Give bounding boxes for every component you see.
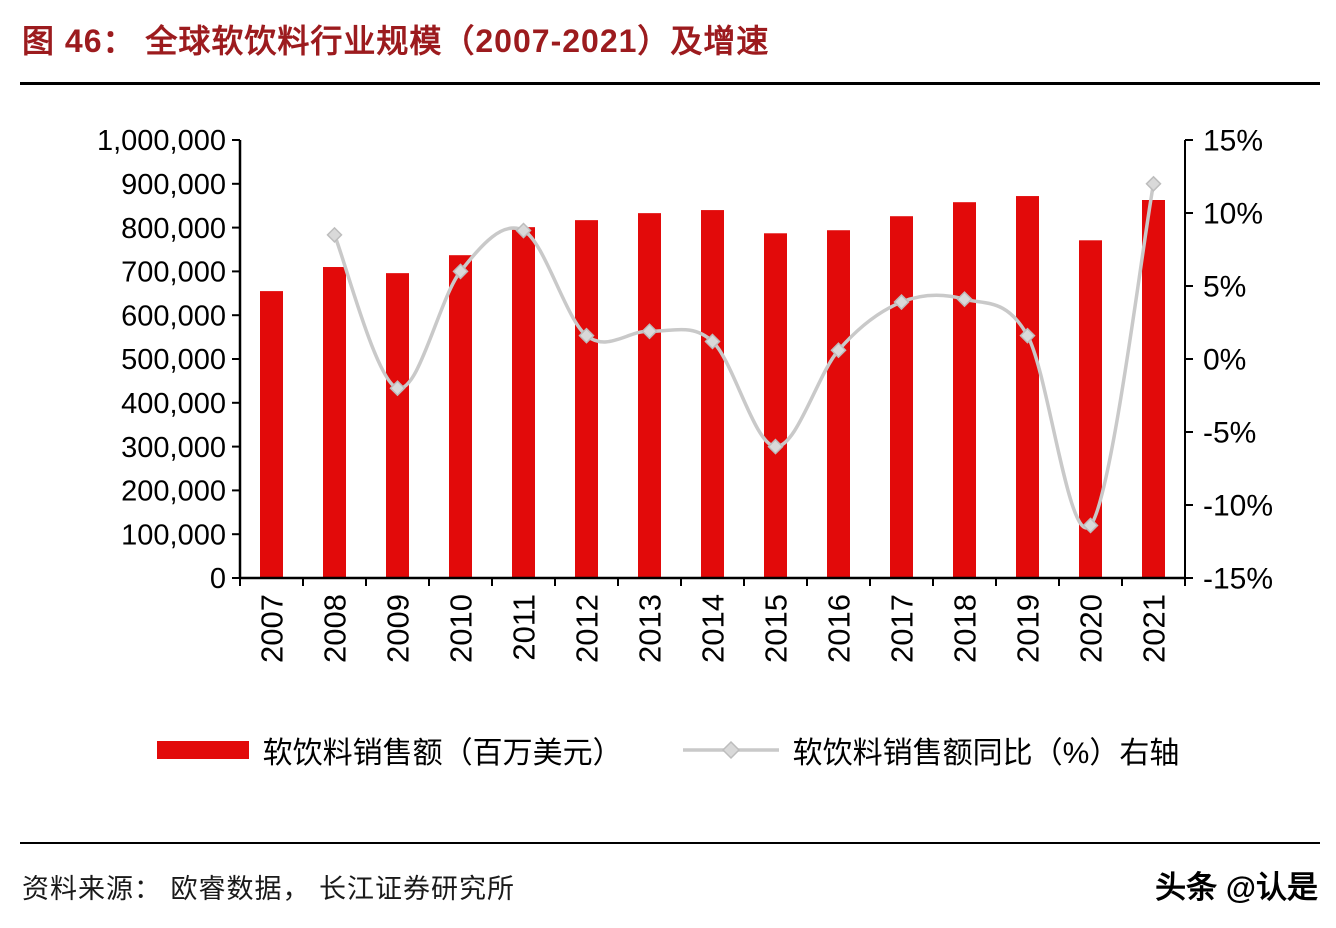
line-marker-2018 [956,291,973,308]
bar-2021 [1142,200,1165,579]
footer: 资料来源： 欧睿数据， 长江证券研究所 头条 @认是 [22,862,1318,907]
x-axis-label: 2007 [254,594,289,663]
legend-label-bar: 软饮料销售额（百万美元） [262,737,623,770]
legend-label-line: 软饮料销售额同比（%）右轴 [792,737,1180,770]
right-axis-label: 15% [1203,125,1263,158]
bar-2013 [638,213,661,578]
left-axis-label: 500,000 [121,344,226,376]
left-axis-label: 900,000 [121,169,226,201]
bar-2008 [323,267,346,578]
left-axis-label: 0 [210,563,226,595]
bar-2017 [890,216,913,578]
x-axis-label: 2013 [632,594,667,663]
line-series-swatch [682,740,779,760]
x-axis-label: 2009 [380,594,415,663]
right-axis-label: -5% [1203,417,1256,450]
bar-2010 [449,255,472,578]
x-axis-label: 2010 [443,594,478,663]
bar-2020 [1079,240,1102,578]
left-axis-label: 700,000 [121,257,226,289]
right-axis-label: -10% [1203,490,1273,523]
line-marker-2017 [893,293,910,311]
line-marker-2010 [452,263,469,280]
bar-2015 [764,233,787,578]
x-axis-label: 2011 [506,594,541,661]
bar-series-swatch [156,741,249,759]
x-axis-label: 2021 [1136,594,1171,663]
line-marker-2011 [515,222,532,239]
x-axis-label: 2017 [884,594,919,663]
line-marker-2008 [326,226,343,243]
bar-2018 [953,202,976,579]
right-axis-label: 0% [1203,344,1246,377]
left-axis-label: 600,000 [121,300,226,332]
left-axis-label: 100,000 [121,519,226,551]
legend-item-line: 软饮料销售额同比（%）右轴 [682,728,1180,772]
bar-2009 [386,273,409,578]
line-marker-2014 [704,333,721,350]
line-marker-2021 [1145,175,1162,192]
x-axis-label: 2020 [1073,594,1108,663]
bar-2019 [1016,196,1039,578]
bar-2016 [827,230,850,578]
line-marker-2009 [389,380,406,397]
chart-svg: 0 100,000 200,000 300,000 400,000 500,000 600,… [97,125,1273,663]
line-marker-2015 [767,438,784,455]
bar-2014 [701,210,724,578]
x-axis-label: 2019 [1010,594,1045,663]
left-axis-label: 200,000 [121,476,226,508]
right-axis-label: -15% [1203,563,1273,596]
legend-item-bar: 软饮料销售额（百万美元） [156,728,623,772]
bar-2012 [575,220,598,578]
right-axis-label: 10% [1203,198,1263,231]
x-axis-label: 2016 [821,594,856,663]
line-marker-2016 [830,342,847,359]
watermark: 头条 @认是 [1155,870,1318,905]
line-marker-2013 [641,323,658,340]
left-axis-label: 1,000,000 [97,125,226,157]
left-axis-label: 800,000 [121,213,226,245]
x-axis-label: 2015 [758,594,793,663]
source-text: 资料来源： 欧睿数据， 长江证券研究所 [22,874,516,904]
x-axis-label: 2018 [947,594,982,663]
x-axis-label: 2012 [569,594,604,663]
top-divider [20,82,1320,85]
line-marker-2020 [1082,517,1099,534]
x-axis-label: 2014 [695,594,730,663]
line-marker-2019 [1019,327,1036,344]
bar-2007 [260,291,283,578]
chart-area: 0 100,000 200,000 300,000 400,000 500,000 600,… [0,96,1336,716]
right-axis-label: 5% [1203,271,1246,304]
bottom-divider [20,842,1320,844]
legend-diamond-marker-icon [721,740,740,760]
chart-title: 图 46： 全球软饮料行业规模（2007-2021）及增速 [22,23,770,59]
line-marker-2012 [578,327,595,344]
left-axis-label: 400,000 [121,388,226,420]
x-axis-label: 2008 [317,594,352,663]
chart-legend: 软饮料销售额（百万美元） 软饮料销售额同比（%）右轴 [0,728,1336,772]
left-axis-label: 300,000 [121,432,226,464]
bar-2011 [512,227,535,579]
